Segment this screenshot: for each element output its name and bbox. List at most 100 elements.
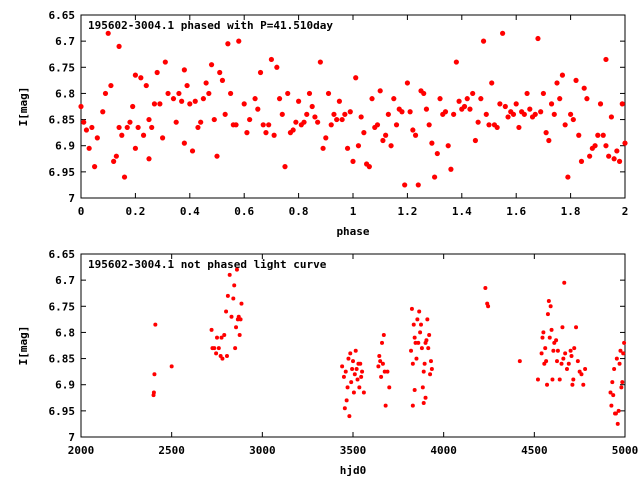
data-point	[234, 267, 239, 272]
data-point	[611, 156, 617, 162]
data-point	[290, 127, 296, 133]
data-point	[116, 124, 122, 131]
data-point	[380, 361, 385, 366]
data-point	[516, 124, 522, 131]
data-point	[545, 312, 550, 317]
data-point	[274, 64, 280, 70]
data-point	[113, 153, 119, 159]
data-point	[244, 130, 250, 136]
data-point	[179, 98, 185, 104]
data-point	[622, 140, 628, 146]
data-point	[83, 127, 90, 133]
data-point	[551, 348, 556, 353]
data-point	[543, 130, 549, 136]
data-point	[357, 385, 362, 390]
data-point	[497, 101, 503, 107]
data-point	[352, 372, 357, 377]
data-point	[366, 164, 372, 170]
data-point	[432, 174, 438, 180]
data-point	[566, 361, 571, 366]
data-point	[391, 96, 397, 102]
data-point	[407, 109, 413, 115]
data-point	[220, 356, 225, 361]
data-point	[346, 356, 351, 361]
data-point	[351, 390, 356, 395]
data-point	[236, 38, 242, 44]
data-point	[427, 333, 432, 338]
data-point	[380, 340, 385, 345]
data-point	[353, 348, 358, 353]
data-point	[409, 348, 414, 353]
data-point	[154, 69, 160, 76]
data-point	[619, 101, 625, 107]
data-point	[349, 380, 354, 385]
chart-title: 195602-3004.1 phased with P=41.510day	[88, 19, 333, 32]
data-point	[285, 90, 291, 97]
data-point	[505, 114, 511, 120]
data-point	[393, 122, 400, 128]
data-point	[361, 390, 366, 395]
data-point	[584, 96, 590, 102]
data-point	[89, 124, 95, 131]
data-point	[355, 143, 362, 149]
y-tick-label: 6.7	[55, 35, 75, 48]
data-point	[619, 385, 624, 390]
data-point	[410, 127, 416, 133]
data-point	[412, 387, 417, 392]
data-point	[328, 122, 334, 128]
data-point	[539, 351, 544, 356]
data-point	[486, 122, 492, 128]
data-point	[111, 158, 117, 164]
data-point	[541, 330, 546, 335]
x-tick-label: 2500	[158, 444, 185, 457]
x-tick-label: 5000	[612, 444, 639, 457]
data-point	[219, 335, 224, 340]
data-point	[502, 103, 508, 110]
data-point	[559, 72, 566, 78]
x-tick-label: 0.6	[234, 205, 254, 218]
data-point	[282, 164, 288, 170]
data-point	[445, 143, 451, 149]
data-point	[268, 56, 274, 63]
data-point	[417, 309, 422, 314]
data-point	[612, 367, 617, 372]
data-point	[146, 116, 152, 123]
data-point	[527, 106, 533, 112]
data-point	[608, 114, 615, 120]
data-point	[622, 340, 627, 345]
data-point	[119, 132, 125, 138]
data-point	[78, 103, 84, 110]
data-point	[538, 109, 544, 115]
data-point	[215, 335, 219, 340]
data-point	[350, 367, 355, 372]
data-point	[614, 356, 619, 361]
data-point	[399, 109, 405, 115]
data-point	[570, 116, 576, 123]
data-point	[252, 96, 258, 102]
x-tick-label: 1.6	[506, 205, 526, 218]
data-point	[464, 96, 470, 102]
y-tick-label: 6.85	[49, 114, 76, 127]
data-point	[198, 119, 204, 125]
x-tick-label: 1.4	[452, 205, 472, 218]
data-point	[562, 280, 567, 285]
data-point	[234, 325, 239, 330]
data-point	[350, 158, 356, 164]
data-point	[94, 135, 100, 141]
data-point	[263, 130, 269, 136]
data-point	[563, 351, 568, 356]
data-point	[378, 359, 383, 364]
data-point	[315, 119, 321, 125]
x-axis-title: hjd0	[340, 464, 367, 477]
data-point	[351, 359, 355, 364]
data-point	[422, 361, 427, 366]
data-point	[568, 348, 573, 353]
data-point	[187, 101, 193, 107]
data-point	[377, 88, 383, 94]
data-point	[138, 75, 144, 81]
data-point	[569, 353, 574, 358]
y-tick-label: 7	[68, 431, 75, 444]
data-point	[81, 119, 87, 125]
data-point	[219, 77, 226, 83]
